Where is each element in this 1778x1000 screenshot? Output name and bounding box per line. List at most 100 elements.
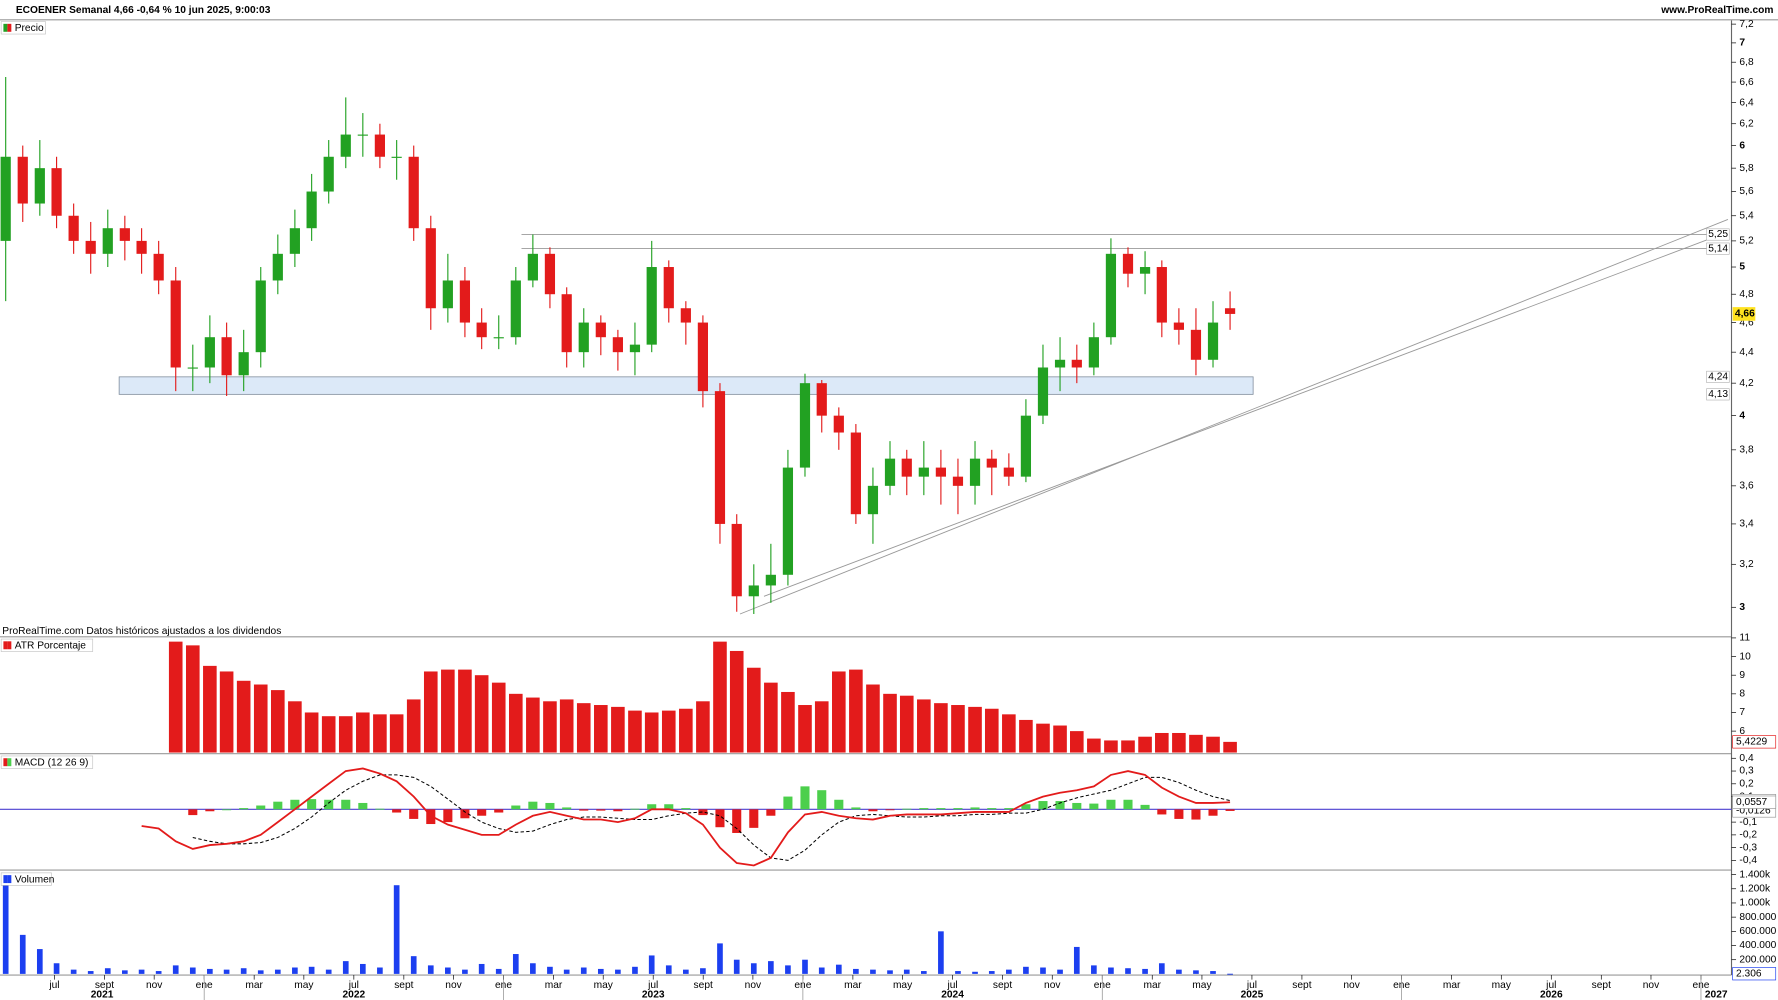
candle-body bbox=[578, 322, 589, 353]
bar bbox=[717, 943, 723, 974]
bar bbox=[359, 963, 366, 974]
bar bbox=[644, 712, 659, 753]
bar bbox=[138, 969, 145, 974]
x-tick-label: mar bbox=[1143, 980, 1161, 991]
histogram-bar bbox=[477, 809, 487, 816]
y-tick-label: 3,6 bbox=[1739, 481, 1754, 492]
bar bbox=[288, 701, 302, 753]
histogram-bar bbox=[409, 809, 419, 819]
histogram-bar bbox=[1191, 809, 1201, 820]
candle-body bbox=[493, 337, 504, 339]
candle-body bbox=[68, 215, 79, 241]
bar bbox=[1223, 741, 1237, 753]
last-value-box bbox=[1732, 735, 1777, 749]
histogram-bar bbox=[205, 809, 215, 812]
x-tick-label: may bbox=[594, 980, 614, 991]
y-tick-label: 6,2 bbox=[1739, 118, 1754, 129]
candle-body bbox=[1156, 267, 1167, 323]
bar bbox=[594, 705, 608, 753]
y-tick-label: 800.000 bbox=[1739, 912, 1776, 923]
bar bbox=[253, 684, 268, 753]
y-tick-label: 10 bbox=[1739, 651, 1751, 662]
last-value-label: -0,0126 bbox=[1736, 806, 1771, 817]
candle-body bbox=[119, 228, 130, 241]
histogram-bar bbox=[1140, 804, 1150, 810]
candle-body bbox=[289, 228, 300, 254]
legend-swatch bbox=[3, 875, 8, 884]
histogram-bar bbox=[766, 809, 776, 816]
chart-header: ECOENER Semanal 4,66 -0,64 % 10 jun 2025… bbox=[16, 5, 271, 16]
bar bbox=[955, 971, 961, 974]
bar bbox=[1176, 969, 1182, 974]
bar bbox=[321, 716, 336, 753]
trend-line bbox=[739, 219, 1729, 615]
year-label: 2022 bbox=[342, 990, 365, 1000]
bar bbox=[19, 934, 26, 974]
candle-body bbox=[748, 585, 759, 597]
y-tick-label: 6,6 bbox=[1739, 77, 1754, 88]
x-tick-label: may bbox=[294, 980, 314, 991]
candle-body bbox=[51, 168, 62, 216]
candle-body bbox=[1054, 359, 1066, 368]
histogram-bar bbox=[443, 809, 453, 823]
y-tick-label: -0,3 bbox=[1739, 842, 1757, 853]
x-tick-label: nov bbox=[1044, 980, 1061, 991]
candle-body bbox=[1003, 467, 1014, 477]
bar bbox=[445, 967, 451, 974]
bar bbox=[733, 959, 740, 974]
bar bbox=[304, 712, 319, 753]
bar bbox=[887, 970, 893, 974]
panel-title: MACD (12 26 9) bbox=[15, 757, 89, 768]
histogram-bar bbox=[222, 809, 232, 811]
bar bbox=[632, 966, 638, 974]
bar bbox=[866, 684, 880, 753]
candle-body bbox=[255, 280, 266, 353]
histogram-bar bbox=[1089, 803, 1099, 810]
candle-body bbox=[1037, 367, 1049, 416]
histogram-bar bbox=[1208, 809, 1218, 816]
histogram-bar bbox=[1157, 809, 1167, 815]
y-tick-label: 0,2 bbox=[1739, 779, 1754, 790]
histogram-bar bbox=[1174, 809, 1184, 819]
y-tick-label: -0,2 bbox=[1739, 830, 1757, 841]
histogram-bar bbox=[1055, 801, 1065, 810]
y-tick-label: 7 bbox=[1739, 707, 1745, 718]
bar bbox=[203, 665, 217, 753]
bar bbox=[36, 949, 43, 974]
y-tick-label: 6,8 bbox=[1739, 57, 1754, 68]
bar bbox=[377, 967, 383, 974]
x-tick-label: may bbox=[1192, 980, 1212, 991]
bar bbox=[70, 969, 77, 974]
candle-body bbox=[612, 337, 623, 353]
bar bbox=[768, 961, 774, 974]
bar bbox=[764, 682, 778, 753]
candle-body bbox=[1071, 359, 1082, 368]
x-tick-label: jul bbox=[1545, 980, 1556, 991]
bar bbox=[597, 968, 604, 974]
x-tick-label: may bbox=[893, 980, 913, 991]
bar bbox=[1142, 968, 1148, 974]
y-tick-label: 5,8 bbox=[1739, 163, 1754, 174]
histogram-bar bbox=[1004, 808, 1014, 810]
bar bbox=[563, 969, 570, 974]
y-tick-label: 4,6 bbox=[1739, 317, 1754, 328]
candle-body bbox=[850, 432, 861, 515]
histogram-bar bbox=[256, 805, 266, 810]
candle-body bbox=[561, 294, 572, 353]
y-tick-label: 5 bbox=[1739, 262, 1745, 273]
candle-body bbox=[1088, 337, 1099, 368]
x-tick-label: jul bbox=[348, 980, 359, 991]
candle-body bbox=[391, 156, 402, 158]
histogram-bar bbox=[715, 809, 725, 828]
bar bbox=[189, 967, 196, 974]
candle-body bbox=[170, 280, 181, 368]
y-tick-label: 7,2 bbox=[1739, 19, 1754, 30]
bar bbox=[547, 966, 553, 974]
panel-title-box bbox=[0, 638, 94, 652]
candle-body bbox=[918, 467, 929, 477]
candle-body bbox=[1224, 308, 1236, 314]
histogram-bar bbox=[783, 796, 793, 810]
candle-body bbox=[901, 458, 912, 477]
candle-body bbox=[765, 574, 776, 586]
